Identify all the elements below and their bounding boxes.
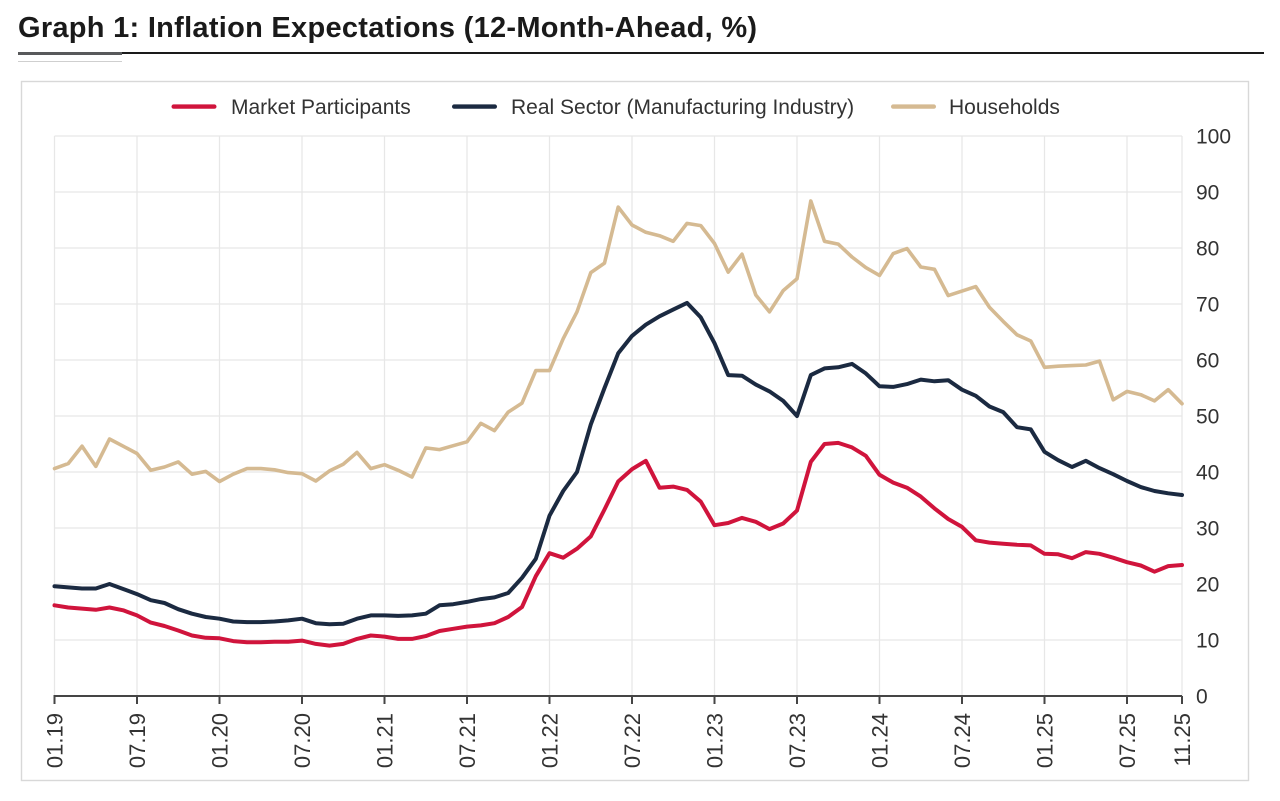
svg-text:01.21: 01.21 [373, 713, 398, 768]
svg-text:01.20: 01.20 [208, 713, 233, 768]
svg-text:80: 80 [1196, 238, 1219, 261]
svg-text:40: 40 [1196, 462, 1219, 485]
svg-text:Market Participants: Market Participants [231, 96, 411, 119]
svg-text:07.24: 07.24 [950, 713, 975, 768]
svg-text:0: 0 [1196, 686, 1208, 709]
svg-text:50: 50 [1196, 406, 1219, 429]
svg-text:Real Sector (Manufacturing Ind: Real Sector (Manufacturing Industry) [511, 96, 854, 119]
svg-text:07.25: 07.25 [1115, 713, 1140, 768]
svg-text:01.19: 01.19 [43, 713, 68, 768]
svg-text:100: 100 [1196, 126, 1231, 149]
svg-text:07.21: 07.21 [455, 713, 480, 768]
svg-text:90: 90 [1196, 182, 1219, 205]
svg-text:07.22: 07.22 [620, 713, 645, 768]
svg-text:07.23: 07.23 [785, 713, 810, 768]
svg-text:10: 10 [1196, 630, 1219, 653]
svg-text:01.22: 01.22 [538, 713, 563, 768]
svg-text:70: 70 [1196, 294, 1219, 317]
svg-text:30: 30 [1196, 518, 1219, 541]
svg-text:01.25: 01.25 [1033, 713, 1058, 768]
svg-text:11.25: 11.25 [1170, 713, 1195, 766]
svg-text:01.24: 01.24 [868, 713, 893, 768]
svg-text:20: 20 [1196, 574, 1219, 597]
svg-text:01.23: 01.23 [703, 713, 728, 768]
svg-text:Households: Households [949, 96, 1060, 119]
svg-text:60: 60 [1196, 350, 1219, 373]
svg-text:07.19: 07.19 [125, 713, 150, 768]
svg-text:07.20: 07.20 [290, 713, 315, 768]
